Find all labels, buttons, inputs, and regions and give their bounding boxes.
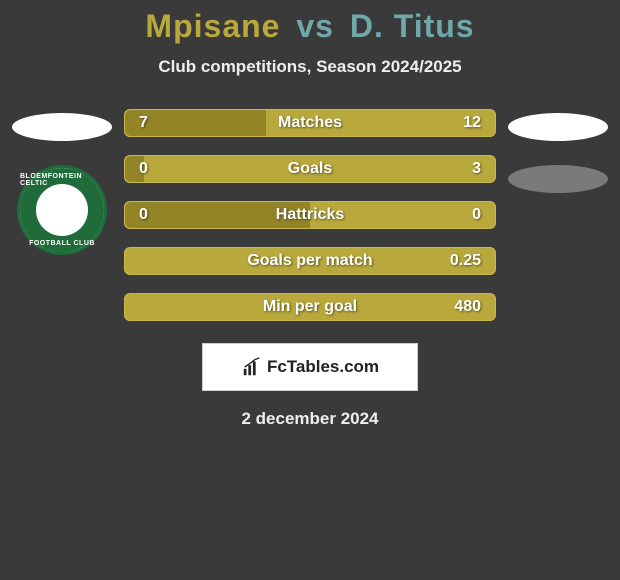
bar-value-right: 480	[454, 298, 481, 316]
bar-value-left: 7	[139, 114, 148, 132]
crest-inner	[36, 184, 88, 236]
bar-value-right: 12	[463, 114, 481, 132]
bar-label: Goals	[288, 160, 332, 178]
vs-text: vs	[296, 8, 334, 44]
player1-name: Mpisane	[145, 8, 280, 44]
bar-value-right: 0	[472, 206, 481, 224]
crest-bottom-text: FOOTBALL CLUB	[29, 240, 95, 247]
fctables-logo[interactable]: FcTables.com	[202, 343, 418, 391]
player2-name: D. Titus	[350, 8, 475, 44]
logo-text: FcTables.com	[267, 357, 379, 377]
stat-bar: 0 Hattricks 0	[124, 201, 496, 229]
right-badges	[508, 109, 608, 193]
stat-bar: 0 Goals 3	[124, 155, 496, 183]
chart-icon	[241, 356, 263, 378]
stat-bars: 7 Matches 12 0 Goals 3 0 Hattricks 0 Goals per ma…	[124, 109, 496, 321]
stat-bar: Goals per match 0.25	[124, 247, 496, 275]
stat-bar: 7 Matches 12	[124, 109, 496, 137]
player2-club-placeholder	[508, 165, 608, 193]
player1-badge-placeholder	[12, 113, 112, 141]
date-text: 2 december 2024	[0, 409, 620, 429]
crest-top-text: BLOEMFONTEIN CELTIC	[20, 173, 104, 187]
club-crest: BLOEMFONTEIN CELTIC FOOTBALL CLUB	[17, 165, 107, 255]
player2-badge-placeholder	[508, 113, 608, 141]
left-badges: BLOEMFONTEIN CELTIC FOOTBALL CLUB	[12, 109, 112, 255]
bar-value-left: 0	[139, 206, 148, 224]
bar-label: Hattricks	[276, 206, 344, 224]
bar-label: Goals per match	[247, 252, 372, 270]
bar-label: Min per goal	[263, 298, 357, 316]
bar-value-right: 0.25	[450, 252, 481, 270]
bar-label: Matches	[278, 114, 342, 132]
stat-bar: Min per goal 480	[124, 293, 496, 321]
widget-container: Mpisane vs D. Titus Club competitions, S…	[0, 0, 620, 429]
subtitle: Club competitions, Season 2024/2025	[0, 57, 620, 77]
comparison-title: Mpisane vs D. Titus	[0, 8, 620, 45]
bar-value-right: 3	[472, 160, 481, 178]
comparison-layout: BLOEMFONTEIN CELTIC FOOTBALL CLUB 7 Match…	[0, 109, 620, 321]
bar-value-left: 0	[139, 160, 148, 178]
crest-ring: BLOEMFONTEIN CELTIC FOOTBALL CLUB	[20, 168, 104, 252]
